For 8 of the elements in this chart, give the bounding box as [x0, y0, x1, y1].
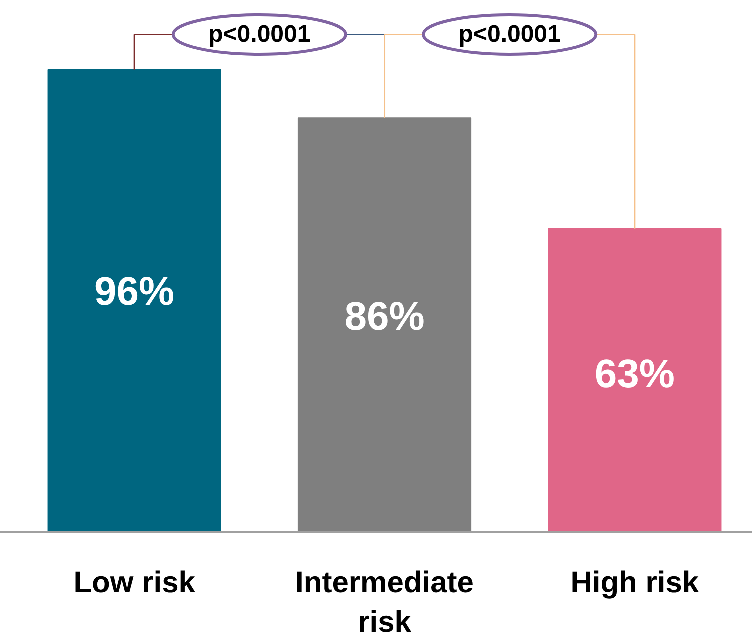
data-label: 86%: [344, 295, 425, 339]
text: p<0.0001: [208, 21, 311, 48]
x-tick-label: Intermediate risk: [296, 566, 474, 640]
data-label: 96%: [94, 270, 175, 314]
x-tick-label: Low risk: [74, 566, 196, 600]
x-tick-label: High risk: [570, 566, 700, 600]
data-label: 63%: [594, 352, 675, 397]
text: p<0.0001: [458, 21, 561, 48]
